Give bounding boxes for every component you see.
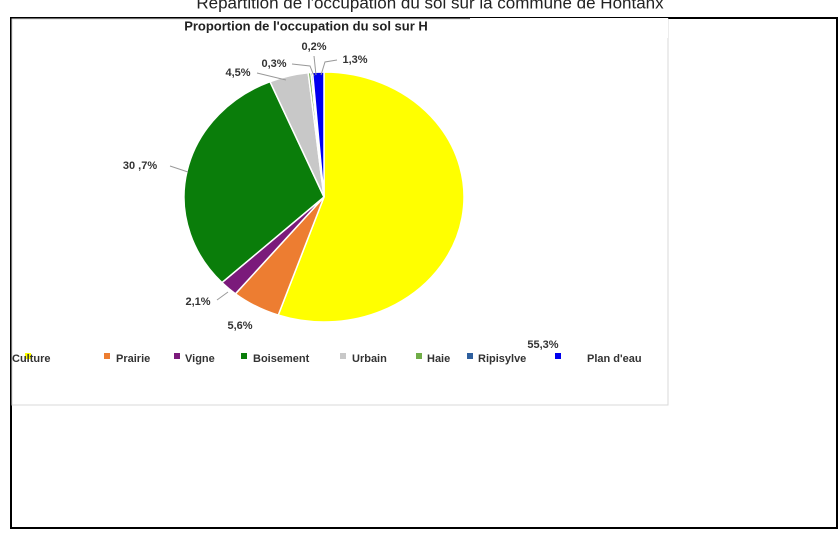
legend-marker [467,353,473,359]
legend-marker [340,353,346,359]
leader-line [169,165,189,173]
leader-line [291,63,315,77]
data-label: 1,3% [342,54,367,66]
leader-line [256,72,287,81]
pie-slice [183,80,325,284]
legend-marker [416,353,422,359]
data-label: 0,2% [301,41,326,53]
legend-marker [241,353,247,359]
title-clip [470,18,668,38]
legend-label: Ripisylve [478,353,526,365]
data-label: 55,3% [527,339,558,351]
data-label: 4,5% [225,67,250,79]
data-label: 5,6% [227,320,252,332]
legend-label: Culture [12,353,51,365]
legend-label: Haie [427,353,450,365]
page-title: Répartition de l'occupation du sol sur l… [196,0,664,12]
legend-label: Boisement [253,353,310,365]
data-label: 0,3% [261,58,286,70]
legend-marker [555,353,561,359]
data-label: 30 ,7% [123,160,157,172]
legend-label: Prairie [116,353,150,365]
data-label: 2,1% [185,296,210,308]
legend-marker [174,353,180,359]
legend-label: Plan d'eau [587,353,642,365]
legend-marker [104,353,110,359]
leader-line [313,55,317,76]
leader-line [216,291,229,301]
legend-marker [25,353,31,359]
leader-line [320,59,338,76]
legend-label: Vigne [185,353,215,365]
legend-label: Urbain [352,353,387,365]
chart-title: Proportion de l'occupation du sol sur H [184,18,428,33]
